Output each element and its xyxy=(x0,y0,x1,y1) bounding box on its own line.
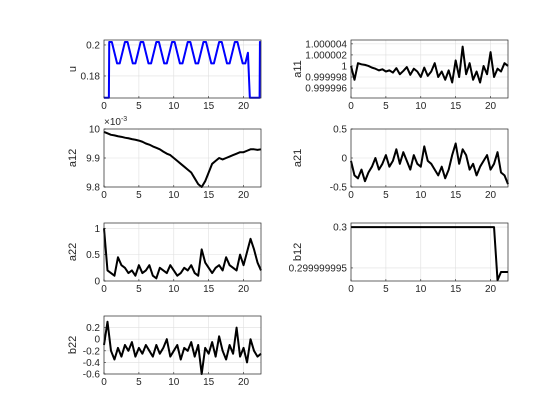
x-tick-label: 5 xyxy=(383,101,389,112)
y-axis-label: b22 xyxy=(67,336,79,354)
x-tick-label: 20 xyxy=(238,190,250,201)
axes-background xyxy=(351,223,508,281)
x-tick-label: 20 xyxy=(238,284,250,295)
y-axis-label: a11 xyxy=(292,60,304,78)
x-tick-label: 5 xyxy=(383,190,389,201)
y-tick-label: 0.3 xyxy=(333,223,347,234)
exponent-power: -3 xyxy=(121,116,127,123)
x-tick-label: 0 xyxy=(101,377,107,388)
y-tick-label: 0.999998 xyxy=(305,73,347,84)
x-tick-label: 5 xyxy=(136,377,142,388)
x-tick-label: 10 xyxy=(168,377,180,388)
axes-box xyxy=(103,128,262,188)
x-tick-label: 5 xyxy=(136,284,142,295)
axes-box xyxy=(103,315,262,375)
data-line xyxy=(350,142,509,185)
axes-box xyxy=(350,128,509,188)
y-tick-label: 0 xyxy=(94,277,100,288)
y-tick-label: 0.2 xyxy=(86,323,100,334)
y-axis-label: u xyxy=(67,66,79,72)
plot-area xyxy=(350,45,509,84)
x-tick-label: 15 xyxy=(203,284,215,295)
x-tick-label: 15 xyxy=(450,101,462,112)
y-tick-label: 1.000004 xyxy=(305,39,347,50)
x-tick-label: 20 xyxy=(238,101,250,112)
subplot: 0 5 10 15 20 0.9999960.99999811.0000021.00000… xyxy=(292,39,509,112)
y-tick-label: 0.5 xyxy=(333,125,347,136)
y-tick-label: 9.8 xyxy=(86,183,100,194)
x-tick-label: 10 xyxy=(415,190,427,201)
x-tick-label: 15 xyxy=(450,284,462,295)
x-tick-label: 20 xyxy=(485,190,497,201)
data-line xyxy=(351,226,508,282)
x-tick-label: 5 xyxy=(136,101,142,112)
y-tick-label: 1.000002 xyxy=(305,50,347,61)
x-tick-label: 15 xyxy=(450,190,462,201)
x-tick-label: 10 xyxy=(168,190,180,201)
x-tick-label: 10 xyxy=(415,101,427,112)
plot-area xyxy=(103,130,262,188)
y-tick-label: -0.6 xyxy=(83,370,101,381)
plot-area xyxy=(104,41,261,99)
y-axis-label: a21 xyxy=(292,149,304,167)
x-tick-label: 5 xyxy=(136,190,142,201)
y-tick-label: -0.4 xyxy=(83,358,101,369)
x-tick-label: 20 xyxy=(485,284,497,295)
x-tick-label: 5 xyxy=(383,284,389,295)
exponent-base: ×10 xyxy=(104,117,121,128)
axes-box xyxy=(350,39,509,99)
axes-box xyxy=(103,222,262,282)
data-line xyxy=(103,320,262,375)
data-line xyxy=(104,41,261,99)
plot-area xyxy=(350,142,509,185)
y-tick-label: 0 xyxy=(94,335,100,346)
x-tick-label: 0 xyxy=(101,190,107,201)
y-tick-label: 9.9 xyxy=(86,154,100,165)
y-tick-label: 10 xyxy=(89,125,101,136)
plot-area xyxy=(351,226,508,282)
subplot: 0 5 10 15 20 0.18 0.2 u xyxy=(67,39,262,112)
y-tick-label: 0.18 xyxy=(81,71,101,82)
y-axis-label: b12 xyxy=(292,243,304,261)
x-tick-label: 0 xyxy=(101,101,107,112)
subplot: 0 5 10 15 20 9.8 9.9 10 a12 ×10-3 xyxy=(67,116,262,201)
y-tick-label: 0.299999995 xyxy=(289,263,348,274)
x-tick-label: 10 xyxy=(168,284,180,295)
x-tick-label: 15 xyxy=(203,377,215,388)
y-tick-label: 0.5 xyxy=(86,250,100,261)
x-tick-label: 15 xyxy=(203,101,215,112)
y-tick-label: -0.5 xyxy=(330,183,348,194)
y-tick-label: -0.2 xyxy=(83,346,101,357)
x-tick-label: 20 xyxy=(238,377,250,388)
x-tick-label: 0 xyxy=(348,101,354,112)
y-axis-label: a12 xyxy=(67,149,79,167)
y-tick-label: 1 xyxy=(341,61,347,72)
x-tick-label: 0 xyxy=(101,284,107,295)
axis-exponent: ×10-3 xyxy=(104,116,127,128)
data-line xyxy=(103,228,262,280)
axes-box xyxy=(350,222,509,282)
y-tick-label: 0 xyxy=(341,154,347,165)
x-tick-label: 10 xyxy=(415,284,427,295)
x-tick-label: 0 xyxy=(348,190,354,201)
axes-box xyxy=(103,39,262,99)
subplot: 0 5 10 15 20 0.299999995 0.3 b12 xyxy=(289,222,509,295)
x-tick-label: 20 xyxy=(485,101,497,112)
y-tick-label: 0.2 xyxy=(86,40,100,51)
y-tick-label: 0.999996 xyxy=(305,84,347,95)
subplot: 0 5 10 15 20 0 0.5 1 a22 xyxy=(67,222,262,295)
y-axis-label: a22 xyxy=(67,243,79,261)
plot-area xyxy=(103,320,262,375)
x-tick-label: 0 xyxy=(348,284,354,295)
data-line xyxy=(103,130,262,188)
x-tick-label: 15 xyxy=(203,190,215,201)
x-tick-label: 10 xyxy=(168,101,180,112)
y-tick-label: 1 xyxy=(94,224,100,235)
plot-area xyxy=(103,228,262,280)
data-line xyxy=(350,45,509,84)
